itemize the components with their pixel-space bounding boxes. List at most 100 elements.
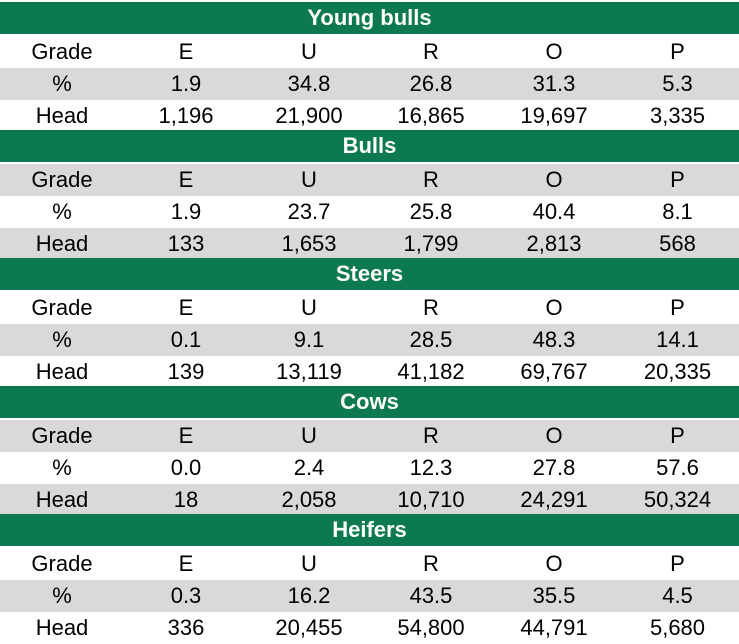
table-cell: 21,900 (275, 103, 343, 128)
table-cell: 23.7 (287, 199, 331, 224)
table-cell: 40.4 (532, 199, 576, 224)
table-row-head: Head 1,196 21,900 16,865 19,697 3,335 (0, 100, 739, 132)
table-cell: U (301, 551, 317, 576)
table-cell: 9.1 (293, 327, 325, 352)
table-cell: 139 (167, 359, 205, 384)
table-cell: 16.2 (287, 583, 331, 608)
row-label: Head (35, 487, 89, 512)
table-cell: 1.9 (170, 71, 202, 96)
row-label: Grade (31, 551, 93, 576)
table-cell: 3,335 (649, 103, 706, 128)
table-cell: U (301, 423, 317, 448)
table-cell: R (423, 39, 439, 64)
row-label: Grade (31, 295, 93, 320)
row-label: % (52, 583, 72, 608)
table-cell: 26.8 (409, 71, 453, 96)
table-cell: 24,291 (520, 487, 588, 512)
table-cell: R (423, 295, 439, 320)
table-cell: 12.3 (409, 455, 453, 480)
table-cell: 44,791 (520, 615, 588, 640)
table-cell: 2.4 (293, 455, 325, 480)
table-row-head: Head 336 20,455 54,800 44,791 5,680 (0, 612, 739, 644)
table-cell: O (545, 423, 563, 448)
table-cell: 0.1 (170, 327, 202, 352)
table-cell: 31.3 (532, 71, 576, 96)
table-cell: 2,058 (281, 487, 337, 512)
table-cell: 10,710 (397, 487, 465, 512)
table-row-grade: Grade E U R O P (0, 36, 739, 68)
table-cell: R (423, 167, 439, 192)
table-cell: P (670, 295, 685, 320)
table-cell: O (545, 39, 563, 64)
section-header-bulls: Bulls (0, 130, 739, 162)
table-cell: 133 (167, 231, 205, 256)
table-row-grade: Grade E U R O P (0, 420, 739, 452)
table-cell: 57.6 (656, 455, 699, 480)
table-cell: R (423, 423, 439, 448)
table-cell: 1,799 (403, 231, 459, 256)
table-cell: U (301, 295, 317, 320)
table-cell: 0.0 (170, 455, 202, 480)
table-cell: 48.3 (532, 327, 576, 352)
table-cell: 8.1 (662, 199, 693, 224)
table-cell: 1,653 (281, 231, 337, 256)
table-row-percent: % 0.1 9.1 28.5 48.3 14.1 (0, 324, 739, 356)
table-cell: P (670, 167, 685, 192)
row-label: Head (35, 103, 89, 128)
table-row-grade: Grade E U R O P (0, 292, 739, 324)
table-cell: E (178, 167, 194, 192)
table-cell: 14.1 (656, 327, 699, 352)
table-cell: 50,324 (643, 487, 712, 512)
table-cell: 5,680 (649, 615, 706, 640)
row-label: % (52, 455, 72, 480)
table-cell: O (545, 551, 563, 576)
row-label: % (52, 71, 72, 96)
row-label: % (52, 199, 72, 224)
table-cell: 35.5 (532, 583, 576, 608)
table-cell: 13,119 (276, 359, 342, 384)
table-row-head: Head 133 1,653 1,799 2,813 568 (0, 228, 739, 260)
table-cell: U (301, 39, 317, 64)
row-label: % (52, 327, 72, 352)
table-row-head: Head 139 13,119 41,182 69,767 20,335 (0, 356, 739, 388)
table-cell: 20,335 (643, 359, 712, 384)
table-cell: E (178, 551, 194, 576)
table-cell: 5.3 (662, 71, 693, 96)
table-cell: P (670, 423, 685, 448)
table-cell: 1,196 (158, 103, 214, 128)
table-row-percent: % 0.3 16.2 43.5 35.5 4.5 (0, 580, 739, 612)
table-cell: 568 (659, 231, 696, 256)
table-cell: U (301, 167, 317, 192)
table-cell: E (178, 423, 194, 448)
table-cell: 0.3 (170, 583, 202, 608)
table-cell: 16,865 (397, 103, 465, 128)
table-cell: E (178, 295, 194, 320)
table-cell: 69,767 (520, 359, 588, 384)
table-cell: R (423, 551, 439, 576)
section-header-steers: Steers (0, 258, 739, 290)
table-row-grade: Grade E U R O P (0, 548, 739, 580)
table-cell: 1.9 (170, 199, 202, 224)
table-cell: 27.8 (532, 455, 576, 480)
table-row-percent: % 0.0 2.4 12.3 27.8 57.6 (0, 452, 739, 484)
section-header-cows: Cows (0, 386, 739, 418)
table-cell: 336 (167, 615, 205, 640)
row-label: Grade (31, 39, 93, 64)
table-row-head: Head 18 2,058 10,710 24,291 50,324 (0, 484, 739, 516)
section-header-young-bulls: Young bulls (0, 2, 739, 34)
table-cell: 2,813 (526, 231, 582, 256)
table-row-grade: Grade E U R O P (0, 164, 739, 196)
table-cell: 18 (173, 487, 199, 512)
row-label: Grade (31, 423, 93, 448)
table-cell: 19,697 (520, 103, 588, 128)
table-cell: 54,800 (397, 615, 465, 640)
row-label: Head (35, 615, 89, 640)
table-cell: 41,182 (397, 359, 465, 384)
table-cell: O (545, 167, 563, 192)
table-cell: 28.5 (409, 327, 453, 352)
table-cell: E (178, 39, 194, 64)
table-cell: 34.8 (287, 71, 331, 96)
table-row-percent: % 1.9 23.7 25.8 40.4 8.1 (0, 196, 739, 228)
table-cell: 43.5 (409, 583, 453, 608)
